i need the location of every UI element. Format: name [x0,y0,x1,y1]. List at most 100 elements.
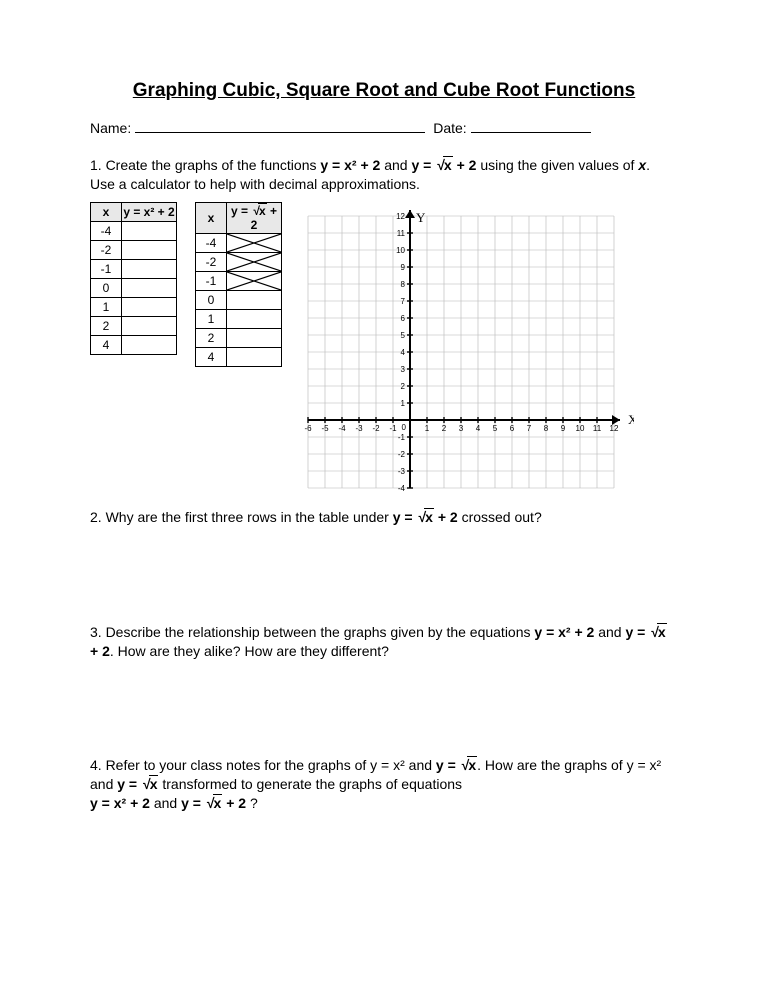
table-row: -1 [91,259,177,278]
svg-text:0: 0 [402,423,407,432]
table-row: 0 [91,278,177,297]
cross-out-icon [227,234,281,252]
cell-y[interactable] [122,316,177,335]
question-4: 4. Refer to your class notes for the gra… [90,756,678,813]
cell-x: 4 [91,335,122,354]
eq-xsq: y = x² [370,757,405,773]
svg-text:12: 12 [396,212,405,221]
cell-x: 0 [91,278,122,297]
q1-text-c: using the given values of [476,157,638,173]
svg-text:-1: -1 [398,433,406,442]
name-blank[interactable] [135,132,425,133]
q3-text-b: and [594,624,625,640]
svg-text:-1: -1 [389,424,397,433]
cell-y[interactable] [227,347,282,366]
svg-text:-3: -3 [355,424,363,433]
t1-header-x: x [91,202,122,221]
svg-text:10: 10 [576,424,585,433]
eq-sqrt: y = x [117,776,158,792]
svg-text:-5: -5 [321,424,329,433]
coordinate-grid: -6-5-4-3-2-11234567891011121234567891011… [300,202,678,494]
t1-header-y: y = x² + 2 [122,202,177,221]
cell-y[interactable] [227,290,282,309]
cell-y[interactable] [122,335,177,354]
eq-sqrt: y = x [436,757,477,773]
cell-x: 2 [91,316,122,335]
cell-y[interactable] [122,240,177,259]
name-date-row: Name: Date: [90,120,678,136]
svg-text:10: 10 [396,246,405,255]
cell-y[interactable] [122,278,177,297]
question-2: 2. Why are the first three rows in the t… [90,508,678,527]
sqrt-icon: x [251,204,266,218]
q4-text-g: ? [246,795,258,811]
answer-space-3[interactable] [90,666,678,756]
svg-text:6: 6 [510,424,515,433]
cell-x: -4 [91,221,122,240]
eq-xsq: y = x² [627,757,662,773]
svg-text:4: 4 [401,348,406,357]
table-row: 2 [196,328,282,347]
grid-svg: -6-5-4-3-2-11234567891011121234567891011… [300,202,634,494]
table-row: 4 [91,335,177,354]
sqrt-icon: x [460,756,477,775]
cell-y[interactable] [227,309,282,328]
worksheet-page: Graphing Cubic, Square Root and Cube Roo… [0,0,768,859]
sqrt-icon: x [205,794,222,813]
q2-text-a: 2. Why are the first three rows in the t… [90,509,393,525]
svg-text:3: 3 [459,424,464,433]
svg-text:1: 1 [425,424,430,433]
table-row: 2 [91,316,177,335]
table-row: 4 [196,347,282,366]
table-row: -4 [196,233,282,252]
svg-text:7: 7 [527,424,532,433]
table-2: xy = x + 2 -4-2-10124 [195,202,282,367]
svg-text:6: 6 [401,314,406,323]
answer-space-2[interactable] [90,533,678,623]
cell-x: -1 [91,259,122,278]
cell-y[interactable] [122,297,177,316]
table-row: -2 [91,240,177,259]
svg-text:Y: Y [416,210,426,225]
q4-text-a: 4. Refer to your class notes for the gra… [90,757,370,773]
svg-text:X: X [628,412,634,427]
cell-x: -4 [196,233,227,252]
date-label: Date: [433,120,466,136]
cell-y[interactable] [227,252,282,271]
eq-sqrt2: y = x + 2 [411,157,476,173]
svg-text:2: 2 [401,382,406,391]
q2-text-b: crossed out? [458,509,542,525]
eq-xsq2: y = x² + 2 [90,795,150,811]
cell-y[interactable] [122,221,177,240]
svg-text:11: 11 [397,229,406,238]
svg-text:2: 2 [442,424,447,433]
q3-text-c: . How are they alike? How are they diffe… [110,643,389,659]
q4-text-c: . How are the graphs of [477,757,626,773]
name-label: Name: [90,120,131,136]
table-row: 1 [91,297,177,316]
question-1: 1. Create the graphs of the functions y … [90,156,678,194]
sqrt-icon: x [416,508,433,527]
svg-text:7: 7 [401,297,406,306]
table-1: xy = x² + 2 -4-2-10124 [90,202,177,355]
cell-x: 1 [196,309,227,328]
svg-text:9: 9 [561,424,566,433]
table-row: -4 [91,221,177,240]
svg-text:-2: -2 [372,424,380,433]
svg-text:9: 9 [401,263,406,272]
svg-text:5: 5 [401,331,406,340]
cell-y[interactable] [227,271,282,290]
svg-text:8: 8 [544,424,549,433]
cell-y[interactable] [227,233,282,252]
svg-text:1: 1 [401,399,406,408]
cell-y[interactable] [122,259,177,278]
table-row: -2 [196,252,282,271]
cell-y[interactable] [227,328,282,347]
cell-x: -1 [196,271,227,290]
svg-text:-3: -3 [398,467,406,476]
cross-out-icon [227,272,281,290]
date-blank[interactable] [471,132,591,133]
sqrt-icon: x [649,623,666,642]
q4-text-f: and [150,795,181,811]
eq-sqrt2: y = x + 2 [393,509,458,525]
